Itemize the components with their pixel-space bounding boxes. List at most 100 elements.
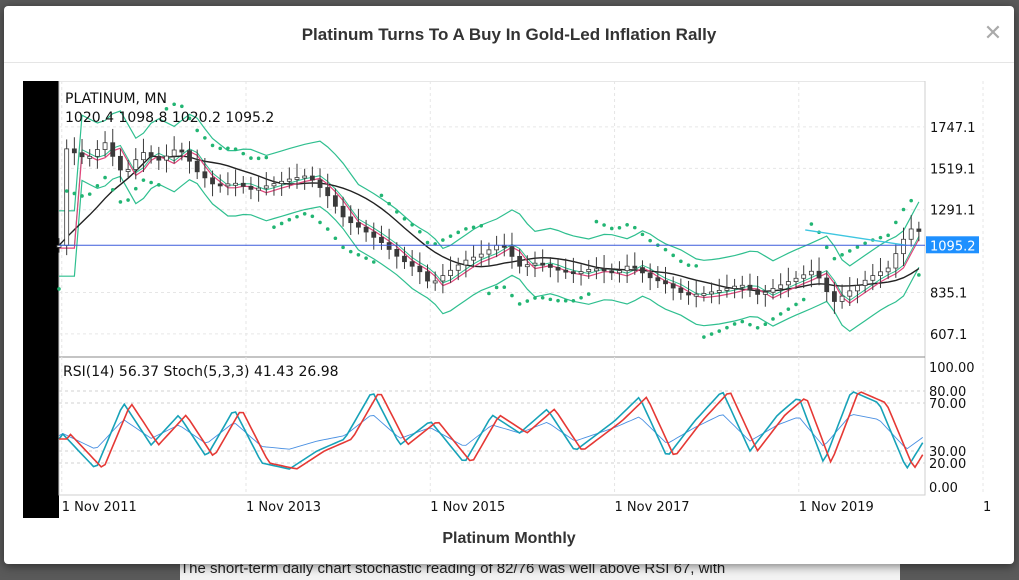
x-tick-label: 1 Nov 2017	[615, 500, 690, 515]
psar-dot	[310, 214, 315, 219]
candle-body	[916, 228, 922, 232]
psar-dot	[525, 299, 530, 303]
psar-dot	[133, 186, 138, 191]
psar-dot	[725, 325, 729, 330]
psar-dot	[625, 222, 629, 227]
psar-dot	[594, 219, 599, 224]
chart-modal: Platinum Turns To A Buy In Gold-Led Infl…	[4, 6, 1019, 564]
candle-body	[893, 253, 899, 269]
candle-body	[363, 226, 369, 233]
candle-body	[79, 152, 85, 158]
price-layer: 1095.2	[56, 102, 979, 339]
candle-body	[524, 264, 530, 268]
chart-caption: Platinum Monthly	[442, 530, 576, 547]
psar-dot	[471, 225, 476, 230]
candle-body	[686, 292, 691, 296]
candle-body	[271, 183, 277, 187]
candle-body	[563, 269, 569, 273]
candle-body	[463, 259, 469, 266]
candle-body	[71, 148, 77, 154]
candle-body	[901, 238, 906, 255]
candle-body	[233, 182, 238, 186]
candle-body	[594, 268, 599, 272]
psar-dot	[425, 240, 430, 245]
candle-body	[785, 281, 791, 286]
candle-body	[609, 270, 615, 274]
candle-body	[885, 267, 891, 273]
psar-dot	[287, 217, 292, 222]
candle-body	[325, 187, 331, 197]
psar-dot	[371, 260, 376, 264]
candle-body	[64, 148, 70, 246]
candle-body	[133, 159, 139, 170]
psar-dot	[64, 189, 69, 193]
x-tick-label: 1 Nov 2019	[799, 500, 874, 515]
indicator-tick-label: 20.00	[929, 457, 966, 472]
candle-body	[647, 272, 653, 279]
candle-body	[332, 195, 338, 207]
candle-body	[870, 275, 876, 281]
price-tick-label: 607.1	[930, 328, 967, 343]
candle-body	[110, 142, 116, 157]
psar-dot	[249, 156, 253, 160]
stoch-d-line	[59, 391, 924, 470]
psar-dot	[786, 307, 791, 311]
price-tick-label: 835.1	[930, 287, 967, 302]
psar-dot	[679, 259, 683, 264]
psar-dot	[886, 233, 890, 238]
candle-body	[762, 291, 768, 295]
candle-body	[156, 155, 162, 161]
candle-body	[286, 178, 292, 182]
candle-body	[402, 255, 407, 263]
candle-body	[164, 155, 169, 161]
candle-body	[187, 150, 192, 162]
candle-body	[371, 231, 377, 238]
psar-dot	[609, 226, 614, 231]
indicator-label: RSI(14) 56.37 Stoch(5,3,3) 41.43 26.98	[63, 364, 339, 380]
candle-body	[908, 228, 914, 240]
candle-body	[202, 171, 208, 179]
psar-dot	[456, 230, 461, 235]
psar-dot	[740, 319, 745, 324]
psar-dot	[233, 147, 238, 151]
psar-dot	[901, 207, 906, 212]
indicator-tick-label: 30.00	[929, 445, 966, 460]
psar-dot	[709, 332, 714, 336]
psar-dot	[617, 225, 622, 230]
close-icon[interactable]: ✕	[983, 20, 1003, 45]
candle-body	[778, 284, 784, 289]
candle-body	[847, 290, 853, 297]
psar-dot	[510, 293, 514, 298]
psar-dot	[187, 116, 192, 121]
candle-body	[425, 271, 430, 282]
candle-body	[532, 262, 538, 266]
candle-body	[793, 277, 799, 282]
candle-body	[409, 261, 415, 267]
psar-dot	[917, 273, 921, 277]
psar-dot	[126, 198, 130, 202]
psar-dot	[732, 322, 737, 326]
axis-layer: 1747.1 1519.1 1291.1 835.1 607.1 100.00 80.007…	[62, 121, 1019, 515]
candle-body	[547, 263, 553, 268]
candle-body	[494, 244, 500, 251]
candle-body	[394, 249, 400, 257]
psar-dot	[295, 214, 299, 219]
psar-dot	[502, 285, 507, 290]
psar-dot	[448, 234, 453, 238]
psar-dot	[172, 102, 176, 107]
candle-body	[878, 271, 883, 276]
candle-body	[663, 280, 668, 285]
psar-dot	[95, 184, 100, 188]
candle-body	[586, 268, 592, 273]
psar-dot	[548, 297, 553, 302]
candle-body	[141, 152, 146, 161]
stoch-k-line	[58, 391, 924, 470]
psar-dot	[441, 238, 445, 242]
psar-dot	[855, 245, 860, 249]
candle-body	[755, 289, 761, 295]
psar-dot	[640, 232, 645, 237]
candle-body	[118, 155, 123, 171]
current-price-label: 1095.2	[930, 239, 976, 254]
candle-body	[578, 271, 584, 275]
psar-dot	[333, 236, 338, 241]
